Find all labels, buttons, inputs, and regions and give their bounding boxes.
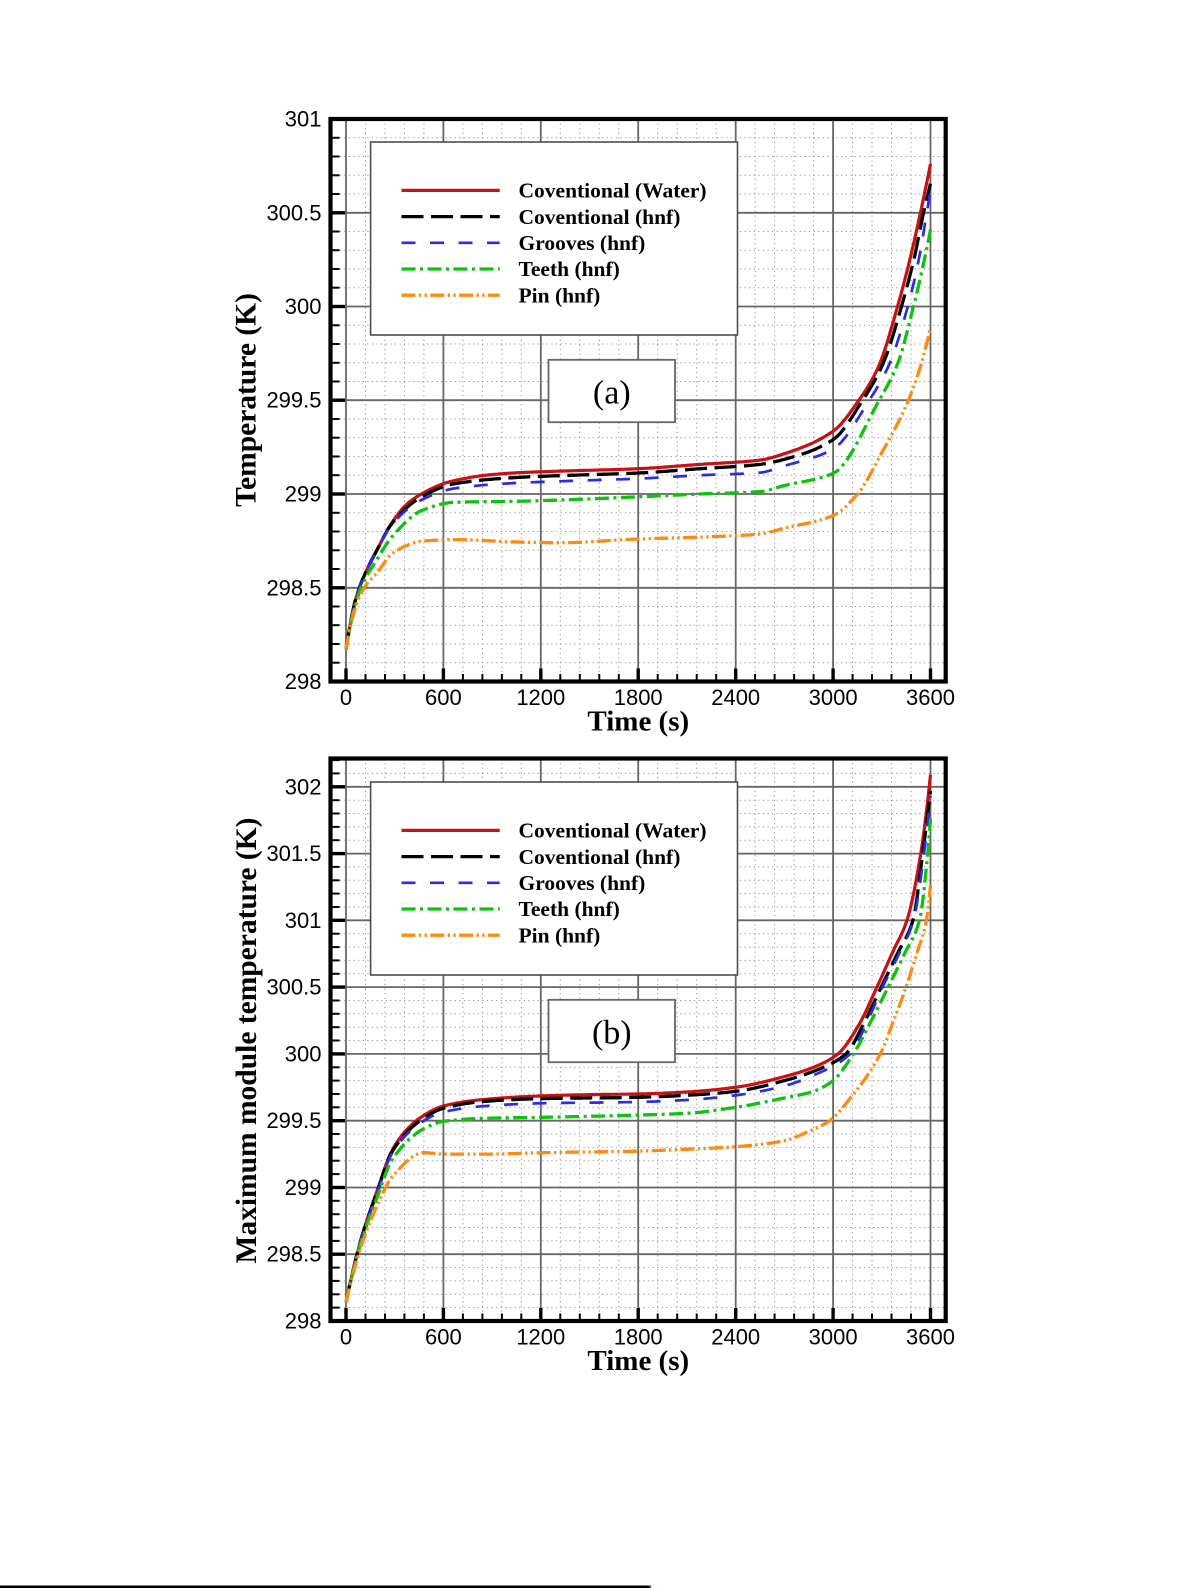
svg-text:2400: 2400 <box>711 685 760 710</box>
svg-text:300: 300 <box>285 1041 322 1066</box>
svg-text:Maximum module temperature (K): Maximum module temperature (K) <box>231 818 263 1264</box>
svg-text:300.5: 300.5 <box>266 975 321 1000</box>
svg-text:3000: 3000 <box>809 1325 858 1350</box>
svg-text:1800: 1800 <box>614 1325 663 1350</box>
svg-text:1200: 1200 <box>516 685 565 710</box>
svg-text:Teeth (hnf): Teeth (hnf) <box>519 257 620 281</box>
svg-text:302: 302 <box>285 774 322 799</box>
svg-text:0: 0 <box>340 685 352 710</box>
svg-text:1800: 1800 <box>614 685 663 710</box>
svg-text:Grooves (hnf): Grooves (hnf) <box>519 871 646 895</box>
svg-text:600: 600 <box>425 685 462 710</box>
svg-text:301.5: 301.5 <box>266 841 321 866</box>
svg-text:2400: 2400 <box>711 1325 760 1350</box>
svg-text:Teeth (hnf): Teeth (hnf) <box>519 897 620 921</box>
svg-text:Coventional (Water): Coventional (Water) <box>519 819 707 843</box>
svg-text:299.5: 299.5 <box>266 1108 321 1133</box>
svg-text:300.5: 300.5 <box>266 200 321 225</box>
svg-text:301: 301 <box>285 908 322 933</box>
svg-text:298.5: 298.5 <box>266 1242 321 1267</box>
svg-text:Coventional (hnf): Coventional (hnf) <box>519 845 681 869</box>
svg-text:298: 298 <box>285 669 322 694</box>
svg-text:301: 301 <box>285 107 322 132</box>
svg-text:3000: 3000 <box>809 685 858 710</box>
svg-text:299.5: 299.5 <box>266 388 321 413</box>
svg-text:Coventional (Water): Coventional (Water) <box>519 179 707 203</box>
svg-text:Time (s): Time (s) <box>587 706 689 738</box>
svg-text:(b): (b) <box>592 1014 632 1051</box>
svg-text:3600: 3600 <box>906 685 955 710</box>
svg-text:Pin (hnf): Pin (hnf) <box>519 283 601 307</box>
svg-text:299: 299 <box>285 482 322 507</box>
svg-text:0: 0 <box>340 1325 352 1350</box>
svg-text:298.5: 298.5 <box>266 575 321 600</box>
svg-text:Coventional (hnf): Coventional (hnf) <box>519 205 681 229</box>
svg-text:Pin (hnf): Pin (hnf) <box>519 923 601 947</box>
svg-text:298: 298 <box>285 1309 322 1334</box>
svg-text:299: 299 <box>285 1175 322 1200</box>
svg-text:300: 300 <box>285 294 322 319</box>
svg-text:Temperature (K): Temperature (K) <box>231 293 263 507</box>
svg-text:(a): (a) <box>593 374 631 411</box>
svg-text:1200: 1200 <box>516 1325 565 1350</box>
svg-text:600: 600 <box>425 1325 462 1350</box>
svg-text:3600: 3600 <box>906 1325 955 1350</box>
svg-text:Grooves (hnf): Grooves (hnf) <box>519 231 646 255</box>
svg-text:Time (s): Time (s) <box>587 1345 689 1377</box>
